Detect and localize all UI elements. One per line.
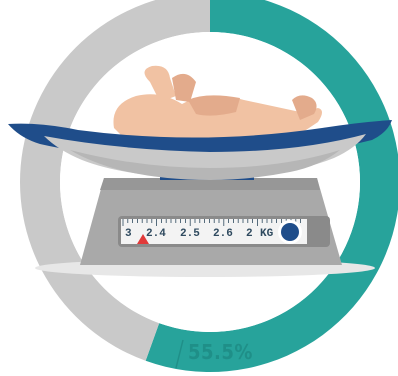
scale-unit-label: KG (260, 228, 274, 240)
donut-slice-highlight (145, 0, 398, 372)
scale-ticks (122, 219, 302, 226)
scale-tick-label: 2 (246, 228, 253, 240)
scale-dial-knob (281, 223, 299, 241)
scale-display-screen (121, 219, 307, 244)
baby-illustration (113, 65, 322, 144)
scale-tick-label: 2.6 (213, 228, 233, 240)
percent-data-label: 55.5% (188, 340, 253, 364)
scale-tick-label: 2.4 (146, 228, 166, 240)
scale-base-shade (100, 178, 320, 190)
scale-pointer (137, 234, 149, 244)
scale-tick-label: 2.5 (180, 228, 200, 240)
tray-basin-shade (70, 150, 340, 180)
label-leader-line (175, 339, 184, 369)
scale-tick-label: 3 (125, 228, 132, 240)
